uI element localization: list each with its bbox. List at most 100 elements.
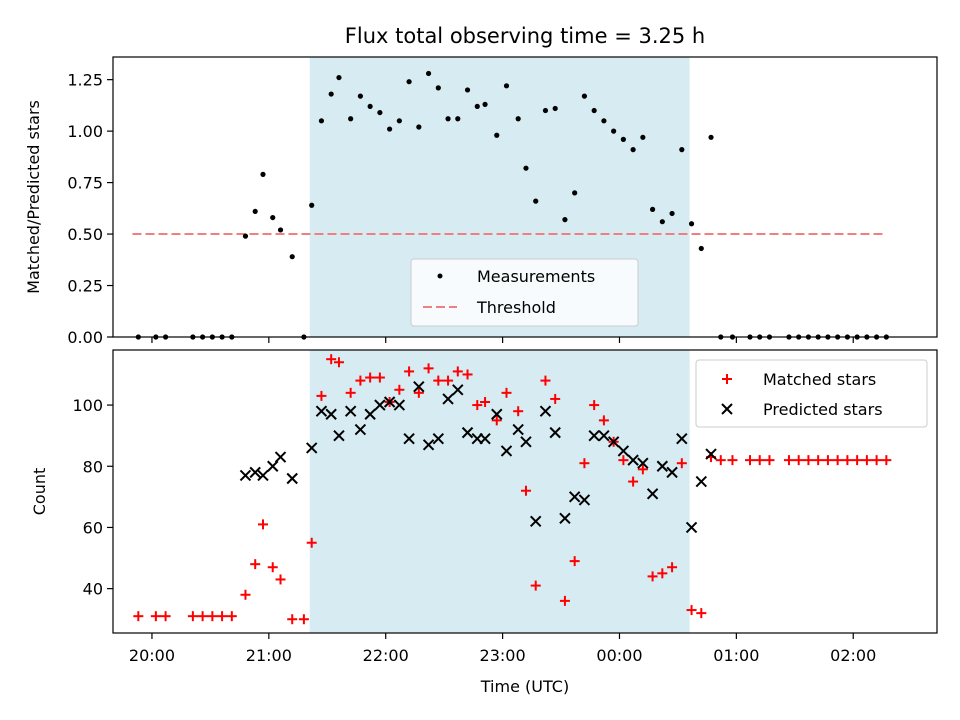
matched-star-point	[744, 455, 755, 466]
predicted-star-point	[598, 429, 610, 442]
predicted-star-point	[695, 475, 708, 488]
matched-star-point	[803, 455, 814, 466]
measurement-point	[328, 91, 334, 97]
y-tick-label: 60	[83, 518, 103, 537]
top-y-ticks: 0.00 0.25 0.50 0.75 1.00 1.25	[67, 71, 113, 347]
predicted-star-point	[364, 408, 376, 420]
chart-title: Flux total observing time = 3.25 h	[345, 24, 705, 48]
predicted-star-point	[568, 491, 581, 503]
predicted-star-point	[286, 472, 298, 485]
measurement-point	[572, 190, 578, 196]
legend-predicted-marker	[721, 403, 733, 415]
measurement-point	[542, 107, 549, 114]
measurement-point	[336, 74, 342, 81]
predicted-star-point	[500, 445, 513, 457]
matched-star-point	[472, 400, 483, 411]
matched-star-point	[275, 574, 286, 585]
x-tick-label: 20:00	[129, 646, 175, 665]
measurement-point	[494, 132, 500, 138]
predicted-star-point	[325, 408, 337, 420]
predicted-star-point	[666, 466, 678, 479]
matched-star-point	[813, 455, 824, 466]
matched-star-point	[433, 375, 444, 386]
matched-star-point	[628, 476, 639, 487]
measurement-point	[562, 217, 568, 223]
predicted-star-point	[393, 399, 406, 411]
top-legend-box	[410, 258, 639, 327]
matched-star-point	[667, 562, 678, 573]
measurement-point	[318, 118, 325, 124]
bottom-axes-frame	[112, 349, 938, 634]
x-axis-label: Time (UTC)	[480, 677, 569, 696]
matched-star-point	[657, 568, 668, 579]
matched-star-point	[579, 458, 590, 469]
legend-measurements-marker	[437, 273, 443, 279]
predicted-star-point	[578, 494, 591, 506]
y-tick-label: 0.50	[67, 225, 103, 244]
matched-star-point	[374, 372, 385, 383]
legend-threshold-label: Threshold	[476, 298, 556, 317]
predicted-star-point	[530, 515, 542, 528]
predicted-star-point	[403, 433, 415, 445]
y-tick-label: 100	[72, 396, 103, 415]
matched-star-point	[793, 455, 804, 466]
measurement-point	[659, 219, 665, 225]
predicted-star-point	[676, 433, 688, 445]
matched-star-point	[501, 387, 512, 398]
measurement-point	[698, 245, 704, 252]
measurement-point	[649, 206, 656, 212]
predicted-star-point	[617, 445, 630, 457]
matched-star-point	[647, 571, 658, 582]
matched-star-point	[365, 372, 376, 383]
measurement-point	[591, 107, 597, 114]
legend-measurements-label: Measurements	[477, 267, 595, 286]
legend-plus	[722, 374, 732, 384]
predicted-star-point	[413, 381, 425, 393]
measurement-point	[533, 198, 539, 204]
matched-star-point	[452, 366, 463, 377]
predicted-star-point	[520, 436, 532, 448]
matched-star-point	[207, 611, 218, 622]
predicted-star-point	[315, 405, 328, 417]
predicted-star-point	[491, 408, 503, 420]
matched-star-point	[598, 415, 609, 426]
measurement-point	[679, 147, 685, 153]
measurement-point	[377, 109, 383, 116]
matched-star-point	[257, 519, 268, 530]
matched-star-point	[287, 614, 298, 625]
measurement-point	[289, 254, 295, 260]
matched-star-point	[404, 366, 415, 377]
matched-star-point	[267, 562, 278, 573]
y-tick-label: 40	[83, 580, 103, 599]
y-tick-label: 0.25	[67, 277, 103, 296]
matched-star-point	[197, 611, 208, 622]
measurement-point	[620, 136, 626, 142]
predicted-star-point	[559, 512, 571, 524]
matched-star-point	[217, 611, 228, 622]
measurement-point	[425, 70, 432, 77]
predicted-star-point	[257, 469, 269, 482]
matched-star-point	[540, 375, 551, 386]
measurement-point	[260, 171, 266, 177]
matched-star-point	[326, 354, 337, 365]
matched-star-point	[187, 611, 198, 622]
matched-star-point	[133, 611, 144, 622]
matched-star-point	[871, 455, 882, 466]
bottom-panel: 40 60 80 100 20:00 21:00 22:00 23:00 00:00 01:00…	[30, 349, 938, 696]
matched-star-point	[842, 455, 853, 466]
matched-star-point	[783, 455, 794, 466]
predicted-star-point	[539, 405, 552, 417]
predicted-star-point	[479, 433, 491, 445]
matched-star-point	[822, 455, 833, 466]
measurement-point	[708, 134, 714, 140]
measurement-point	[640, 134, 646, 140]
x-tick-label: 22:00	[363, 646, 409, 665]
x-tick-label: 23:00	[480, 646, 526, 665]
measurement-point	[552, 105, 558, 112]
matched-star-point	[686, 605, 697, 616]
x-tick-label: 01:00	[713, 646, 759, 665]
top-axes-frame	[112, 56, 938, 338]
predicted-star-point	[333, 429, 345, 442]
bottom-y-axis-label: Count	[30, 468, 49, 516]
measurement-point	[601, 118, 607, 124]
